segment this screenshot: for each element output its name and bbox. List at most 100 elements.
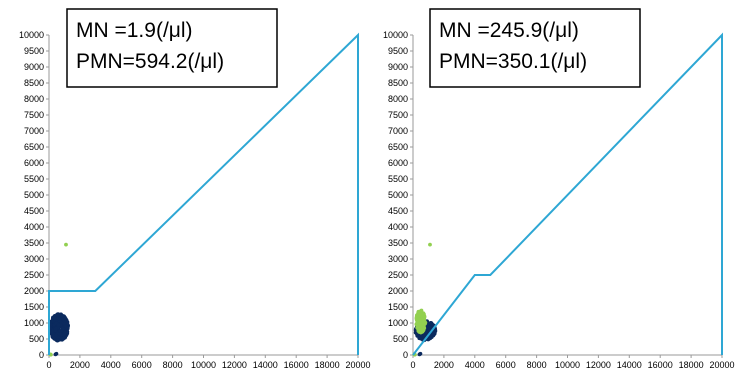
y-tick-label: 4000 — [388, 222, 408, 232]
x-tick-label: 14000 — [253, 360, 278, 370]
annotation-frame — [66, 8, 278, 88]
x-tick-label: 10000 — [191, 360, 216, 370]
y-tick-label: 500 — [29, 334, 44, 344]
scatter-point — [53, 316, 57, 321]
y-tick-label: 5000 — [388, 190, 408, 200]
x-tick-label: 12000 — [222, 360, 247, 370]
scatter-point — [54, 351, 59, 356]
y-tick-label: 4000 — [24, 222, 44, 232]
scatter-point — [56, 323, 61, 327]
left-scatter-panel: 0 500 1000 1500 2000 2500 3000 3500 4000 4500 5000… — [19, 8, 371, 370]
scatter-point — [53, 326, 58, 331]
scatter-series-1 — [412, 242, 432, 357]
y-tick-label: 6000 — [388, 158, 408, 168]
y-tick-label: 500 — [393, 334, 408, 344]
scatter-point — [419, 319, 424, 323]
scatter-point — [428, 335, 433, 340]
scatter-series-1 — [48, 242, 68, 357]
y-tick-label: 10000 — [19, 30, 44, 40]
scatter-point — [428, 242, 432, 247]
scatter-point — [63, 330, 67, 335]
y-tick-label: 5500 — [24, 174, 44, 184]
y-tick-label: 9000 — [388, 62, 408, 72]
y-tick-label: 9500 — [24, 46, 44, 56]
y-tick-label: 1500 — [388, 302, 408, 312]
scatter-point — [416, 328, 421, 333]
annotation-frame — [429, 8, 641, 88]
scatter-point — [417, 336, 422, 340]
x-tick-label: 4000 — [101, 360, 121, 370]
scatter-point — [428, 321, 433, 326]
y-tick-label: 7000 — [24, 126, 44, 136]
y-tick-label: 9500 — [388, 46, 408, 56]
y-tick-label: 8000 — [388, 94, 408, 104]
pmn-count-label: PMN=594.2(/μl) — [76, 50, 224, 73]
y-tick-label: 8500 — [388, 78, 408, 88]
scatter-point — [64, 242, 68, 247]
scatter-point — [422, 326, 427, 330]
x-tick-label: 0 — [410, 360, 415, 370]
mn-count-label: MN =245.9(/μl) — [439, 19, 579, 42]
gate-outline — [412, 32, 723, 356]
scatter-point — [415, 313, 420, 318]
x-tick-label: 2000 — [70, 360, 90, 370]
scatter-point — [415, 324, 420, 329]
y-tick-label: 2500 — [388, 270, 408, 280]
x-tick-label: 20000 — [345, 360, 370, 370]
mn-count-label: MN =1.9(/μl) — [76, 19, 193, 42]
y-tick-label: 4500 — [24, 206, 44, 216]
scatter-point — [63, 324, 68, 329]
scatter-series-0 — [48, 312, 70, 357]
x-tick-label: 8000 — [163, 360, 183, 370]
y-tick-label: 6500 — [388, 142, 408, 152]
scatter-point — [58, 317, 63, 321]
x-tick-label: 2000 — [434, 360, 454, 370]
y-tick-label: 2500 — [24, 270, 44, 280]
x-tick-label: 16000 — [284, 360, 309, 370]
x-tick-label: 4000 — [465, 360, 485, 370]
y-tick-label: 6000 — [24, 158, 44, 168]
y-tick-label: 1500 — [24, 302, 44, 312]
scatter-point — [420, 329, 425, 334]
pmn-count-label: PMN=350.1(/μl) — [439, 50, 587, 73]
x-tick-label: 6000 — [132, 360, 152, 370]
y-tick-label: 10000 — [383, 30, 408, 40]
x-tick-label: 8000 — [527, 360, 547, 370]
right-scatter-panel: 0 500 1000 1500 2000 2500 3000 3500 4000 4500 5000… — [383, 8, 735, 370]
y-tick-label: 0 — [403, 350, 408, 360]
x-tick-label: 20000 — [709, 360, 734, 370]
y-tick-label: 4500 — [388, 206, 408, 216]
scatter-point — [417, 310, 421, 315]
x-tick-label: 18000 — [315, 360, 340, 370]
x-tick-label: 10000 — [555, 360, 580, 370]
count-annotation-box: MN =245.9(/μl) PMN=350.1(/μl) — [429, 8, 641, 88]
scatter-point — [423, 321, 427, 326]
count-annotation-box: MN =1.9(/μl) PMN=594.2(/μl) — [66, 8, 278, 88]
y-tick-label: 3500 — [388, 238, 408, 248]
y-tick-label: 2000 — [24, 286, 44, 296]
x-tick-label: 0 — [46, 360, 51, 370]
y-tick-label: 2000 — [388, 286, 408, 296]
y-tick-label: 7000 — [388, 126, 408, 136]
gate-outline — [48, 32, 359, 355]
scatter-point — [54, 333, 58, 338]
y-tick-label: 3000 — [24, 254, 44, 264]
y-tick-label: 8000 — [24, 94, 44, 104]
scatter-point — [418, 351, 423, 356]
y-tick-label: 3000 — [388, 254, 408, 264]
x-tick-label: 18000 — [679, 360, 704, 370]
scatter-point — [55, 312, 60, 317]
y-tick-label: 3500 — [24, 238, 44, 248]
y-tick-label: 7500 — [388, 110, 408, 120]
x-tick-label: 16000 — [648, 360, 673, 370]
y-tick-label: 1000 — [24, 318, 44, 328]
y-tick-label: 0 — [39, 350, 44, 360]
x-tick-label: 12000 — [586, 360, 611, 370]
y-tick-label: 7500 — [24, 110, 44, 120]
y-tick-label: 8500 — [24, 78, 44, 88]
y-tick-label: 5500 — [388, 174, 408, 184]
y-tick-label: 1000 — [388, 318, 408, 328]
scatter-point — [61, 336, 66, 341]
x-tick-label: 6000 — [496, 360, 516, 370]
